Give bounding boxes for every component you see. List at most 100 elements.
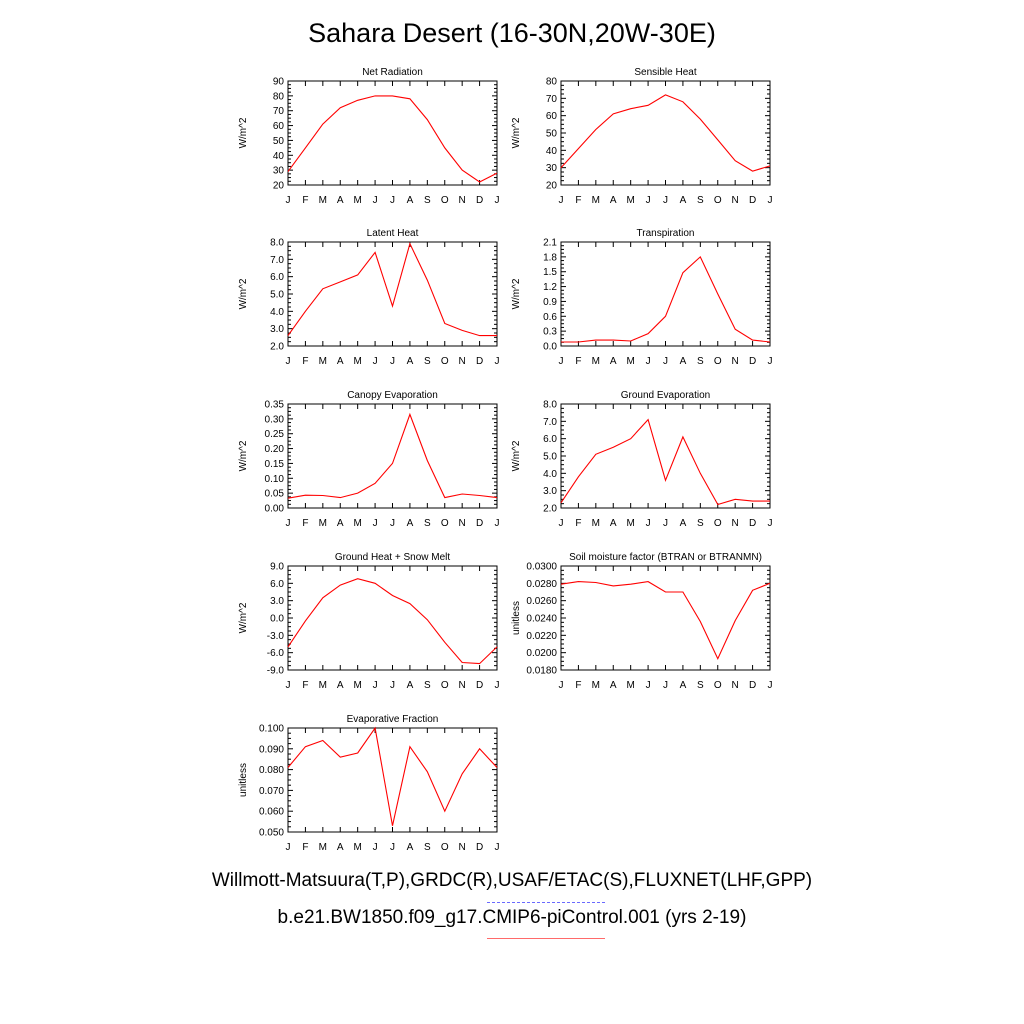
x-tick-label: N xyxy=(459,518,466,529)
x-tick-label: J xyxy=(663,680,668,691)
x-tick-label: J xyxy=(559,195,564,206)
x-tick-label: N xyxy=(732,195,739,206)
x-tick-label: S xyxy=(424,195,431,206)
x-tick-label: J xyxy=(663,356,668,367)
y-tick-label: 0.100 xyxy=(259,724,284,735)
x-tick-label: J xyxy=(768,195,773,206)
page-title: Sahara Desert (16-30N,20W-30E) xyxy=(308,18,716,48)
x-tick-label: J xyxy=(286,356,291,367)
series-line xyxy=(560,418,770,506)
x-tick-label: A xyxy=(337,356,344,367)
x-tick-label: J xyxy=(495,195,500,206)
y-tick-label: 70 xyxy=(273,106,285,117)
x-tick-label: F xyxy=(302,356,308,367)
y-axis-label: W/m^2 xyxy=(511,278,522,309)
x-tick-label: M xyxy=(353,518,361,529)
x-tick-label: F xyxy=(575,356,581,367)
series-line xyxy=(560,581,771,661)
y-axis-label: W/m^2 xyxy=(238,602,249,633)
x-tick-label: S xyxy=(697,195,704,206)
x-tick-label: D xyxy=(476,842,483,853)
x-tick-label: F xyxy=(575,680,581,691)
x-tick-label: S xyxy=(697,518,704,529)
series-line xyxy=(287,412,498,499)
y-tick-label: 0.6 xyxy=(543,312,557,323)
y-tick-label: 4.0 xyxy=(543,469,557,480)
y-tick-label: 30 xyxy=(273,166,285,177)
x-tick-label: J xyxy=(646,680,651,691)
panel-title: Evaporative Fraction xyxy=(347,714,439,725)
y-tick-label: 8.0 xyxy=(543,400,557,411)
legend-model-label: b.e21.BW1850.f09_g17.CMIP6-piControl.001… xyxy=(277,907,747,928)
x-tick-label: D xyxy=(749,195,756,206)
x-tick-label: A xyxy=(610,518,617,529)
y-tick-label: 0.20 xyxy=(265,444,285,455)
x-tick-label: J xyxy=(373,680,378,691)
x-tick-label: M xyxy=(626,356,634,367)
y-tick-label: 20 xyxy=(273,181,285,192)
x-tick-label: A xyxy=(337,518,344,529)
x-tick-label: O xyxy=(441,356,449,367)
panel-title: Ground Evaporation xyxy=(621,390,711,401)
x-tick-label: D xyxy=(476,680,483,691)
x-tick-label: J xyxy=(373,518,378,529)
x-tick-label: S xyxy=(697,356,704,367)
y-tick-label: 40 xyxy=(546,146,558,157)
y-tick-label: 1.8 xyxy=(543,252,557,263)
x-tick-label: J xyxy=(559,518,564,529)
x-tick-label: A xyxy=(407,518,414,529)
x-tick-label: J xyxy=(390,518,395,529)
y-tick-label: 0.090 xyxy=(259,744,284,755)
chart-panel: J F M A M J J A S O N D J2.03.04.05.06.07.08.0Latent… xyxy=(238,228,500,367)
x-tick-label: M xyxy=(353,680,361,691)
x-tick-label: J xyxy=(286,842,291,853)
x-tick-label: M xyxy=(353,195,361,206)
y-tick-label: 3.0 xyxy=(543,486,557,497)
x-tick-label: F xyxy=(302,518,308,529)
x-tick-label: A xyxy=(407,680,414,691)
y-tick-label: 2.0 xyxy=(543,504,557,515)
chart-panel: J F M A M J J A S O N D J0.0500.0600.0700.0800.0900.… xyxy=(238,714,500,853)
x-tick-label: J xyxy=(390,680,395,691)
y-tick-label: 0.9 xyxy=(543,297,557,308)
x-tick-label: N xyxy=(459,356,466,367)
y-tick-label: 0.0200 xyxy=(526,648,557,659)
x-tick-label: O xyxy=(441,680,449,691)
x-tick-label: D xyxy=(476,518,483,529)
y-tick-label: 20 xyxy=(546,181,558,192)
x-tick-label: M xyxy=(626,680,634,691)
y-tick-label: 2.0 xyxy=(270,342,284,353)
y-tick-label: 0.0260 xyxy=(526,596,557,607)
series-line xyxy=(287,242,497,337)
plot-frame xyxy=(287,80,498,186)
x-tick-label: S xyxy=(424,842,431,853)
panel-title: Transpiration xyxy=(637,228,695,239)
x-tick-label: D xyxy=(749,680,756,691)
x-tick-label: M xyxy=(626,195,634,206)
x-tick-label: J xyxy=(495,680,500,691)
y-tick-label: 0.05 xyxy=(265,489,285,500)
y-tick-label: 5.0 xyxy=(543,452,557,463)
y-tick-label: 0.10 xyxy=(265,474,285,485)
x-tick-label: J xyxy=(286,518,291,529)
x-tick-label: M xyxy=(353,356,361,367)
y-axis-label: W/m^2 xyxy=(511,117,522,148)
y-axis-label: unitless xyxy=(238,763,249,797)
y-tick-label: 3.0 xyxy=(270,324,284,335)
chart-panel: J F M A M J J A S O N D J0.000.050.100.150.200.250.3… xyxy=(238,390,500,529)
x-tick-label: J xyxy=(768,680,773,691)
y-tick-label: 0.0300 xyxy=(526,562,557,573)
legend-model-swatch xyxy=(487,938,605,939)
y-tick-label: 0.050 xyxy=(259,828,284,839)
plot-frame xyxy=(287,565,498,671)
x-tick-label: D xyxy=(476,356,483,367)
x-tick-label: M xyxy=(592,195,600,206)
x-tick-label: F xyxy=(302,680,308,691)
legend-observed-label: Willmott-Matsuura(T,P),GRDC(R),USAF/ETAC… xyxy=(211,870,813,891)
x-tick-label: J xyxy=(495,842,500,853)
y-tick-label: -9.0 xyxy=(267,666,285,677)
x-tick-label: A xyxy=(337,842,344,853)
x-tick-label: O xyxy=(441,518,449,529)
x-tick-label: J xyxy=(390,356,395,367)
